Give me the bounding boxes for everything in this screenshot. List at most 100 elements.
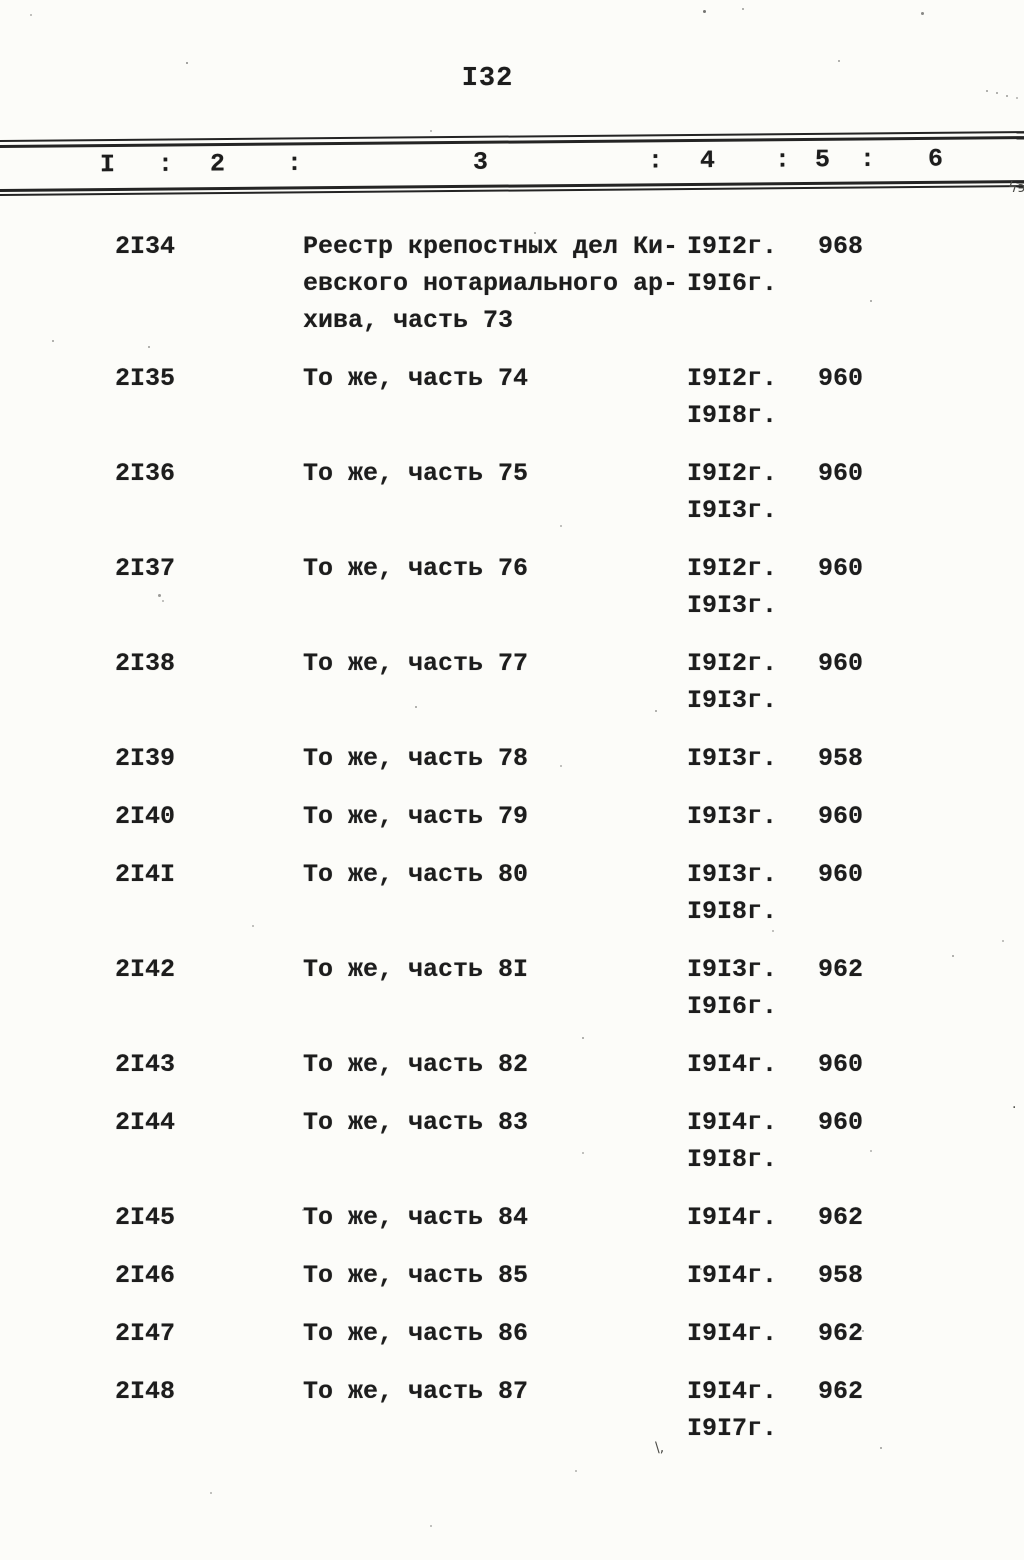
- row-number: 2I45: [115, 1203, 176, 1232]
- scan-speckle: [430, 130, 432, 132]
- row-dates: I9I4г.: [687, 1257, 818, 1294]
- column-separator: :: [286, 148, 303, 178]
- row-count: 958: [818, 1261, 864, 1290]
- scan-speckle: [742, 8, 744, 10]
- row-description: То же, часть 85: [303, 1257, 687, 1294]
- description-line: То же, часть 83: [303, 1108, 529, 1137]
- row-number: 2I47: [115, 1319, 176, 1348]
- row-number: 2I48: [115, 1377, 176, 1406]
- table-row: 2I34 Реестр крепостных дел Ки-евского но…: [0, 228, 1024, 339]
- row-description: То же, часть 78: [303, 740, 687, 777]
- date-line: I9I2г.: [687, 459, 778, 488]
- scan-speckle: [703, 10, 706, 13]
- description-line: То же, часть 76: [303, 554, 529, 583]
- row-description: То же, часть 82: [303, 1046, 687, 1083]
- scan-speckle: [655, 710, 657, 712]
- row-number: 2I35: [115, 364, 176, 393]
- description-line: евского нотариального ар-: [303, 269, 679, 298]
- row-count: 960: [818, 1108, 864, 1137]
- scan-speckle: [862, 1330, 864, 1332]
- row-dates: I9I2г. I9I8г.: [687, 360, 818, 434]
- scan-speckle: [252, 925, 254, 927]
- date-line: I9I4г.: [687, 1108, 778, 1137]
- table-row: 2I40 То же, часть 79 I9I3г. 960: [0, 798, 1024, 835]
- column-separator: :: [157, 149, 174, 179]
- date-line: I9I2г.: [687, 649, 778, 678]
- date-line: I9I2г.: [687, 364, 778, 393]
- description-line: То же, часть 87: [303, 1377, 529, 1406]
- date-line: I9I3г.: [687, 955, 778, 984]
- table-header-row: I:2:3:4:5:6: [0, 140, 1024, 187]
- scan-speckle: [921, 12, 924, 15]
- page-number: I32: [461, 64, 514, 94]
- table-row: 2I46 То же, часть 85 I9I4г. 958: [0, 1257, 1024, 1294]
- description-line: Реестр крепостных дел Ки-: [303, 232, 679, 261]
- date-line: I9I4г.: [687, 1377, 778, 1406]
- scan-speckle: [162, 600, 164, 602]
- row-number: 2I46: [115, 1261, 176, 1290]
- description-line: То же, часть 74: [303, 364, 529, 393]
- scan-smudge: ϟ϶: [1008, 180, 1024, 196]
- scan-speckle: [582, 1037, 584, 1039]
- row-number: 2I38: [115, 649, 176, 678]
- row-count: 958: [818, 744, 864, 773]
- table-row: 2I37 То же, часть 76 I9I2г. I9I3г. 960: [0, 550, 1024, 624]
- row-dates: I9I4г.: [687, 1199, 818, 1236]
- column-header: 3: [472, 147, 489, 177]
- table-row: 2I39 То же, часть 78 I9I3г. 958: [0, 740, 1024, 777]
- row-count: 960: [818, 554, 864, 583]
- description-line: То же, часть 75: [303, 459, 529, 488]
- row-dates: I9I4г.: [687, 1315, 818, 1352]
- row-count: 962: [818, 1319, 864, 1348]
- scan-speckle: [838, 60, 840, 62]
- column-header: 4: [699, 146, 716, 176]
- scan-speckle: [560, 525, 562, 527]
- row-description: То же, часть 75: [303, 455, 687, 492]
- row-number: 2I37: [115, 554, 176, 583]
- row-count: 960: [818, 649, 864, 678]
- row-number: 2I39: [115, 744, 176, 773]
- row-dates: I9I2г. I9I3г.: [687, 455, 818, 529]
- date-line: I9I3г.: [687, 860, 778, 889]
- date-line: I9I6г.: [687, 269, 778, 298]
- date-line: I9I4г.: [687, 1319, 778, 1348]
- row-description: То же, часть 83: [303, 1104, 687, 1141]
- row-description: То же, часть 8I: [303, 951, 687, 988]
- description-line: То же, часть 79: [303, 802, 529, 831]
- scan-speckle: [415, 706, 417, 708]
- table-row: 2I45 То же, часть 84 I9I4г. 962: [0, 1199, 1024, 1236]
- row-count: 960: [818, 459, 864, 488]
- date-line: I9I8г.: [687, 401, 778, 430]
- row-count: 962: [818, 1377, 864, 1406]
- scan-speckle: [1016, 97, 1018, 99]
- scan-speckle: [52, 340, 54, 342]
- row-description: Реестр крепостных дел Ки-евского нотариа…: [303, 228, 687, 339]
- table-row: 2I48 То же, часть 87 I9I4г. I9I7г. 962: [0, 1373, 1024, 1447]
- scan-speckle: [30, 14, 32, 16]
- table-row: 2I43 То же, часть 82 I9I4г. 960: [0, 1046, 1024, 1083]
- scan-speckle: [952, 955, 954, 957]
- scan-smudge: ·: [1012, 1100, 1017, 1116]
- date-line: I9I7г.: [687, 1414, 778, 1443]
- description-line: То же, часть 82: [303, 1050, 529, 1079]
- column-header: 6: [927, 144, 944, 174]
- date-line: I9I4г.: [687, 1203, 778, 1232]
- scan-speckle: [870, 300, 872, 302]
- scan-speckle: [210, 1492, 212, 1494]
- table-row: 2I42 То же, часть 8I I9I3г. I9I6г. 962: [0, 951, 1024, 1025]
- row-dates: I9I3г.: [687, 740, 818, 777]
- date-line: I9I3г.: [687, 802, 778, 831]
- description-line: То же, часть 86: [303, 1319, 529, 1348]
- scan-speckle: [560, 765, 562, 767]
- date-line: I9I8г.: [687, 897, 778, 926]
- row-description: То же, часть 86: [303, 1315, 687, 1352]
- description-line: То же, часть 78: [303, 744, 529, 773]
- table-row: 2I44 То же, часть 83 I9I4г. I9I8г. 960: [0, 1104, 1024, 1178]
- row-dates: I9I4г.: [687, 1046, 818, 1083]
- description-line: То же, часть 8I: [303, 955, 529, 984]
- scan-speckle: [1006, 95, 1008, 97]
- date-line: I9I3г.: [687, 686, 778, 715]
- description-line: То же, часть 80: [303, 860, 529, 889]
- scan-speckle: [870, 1150, 872, 1152]
